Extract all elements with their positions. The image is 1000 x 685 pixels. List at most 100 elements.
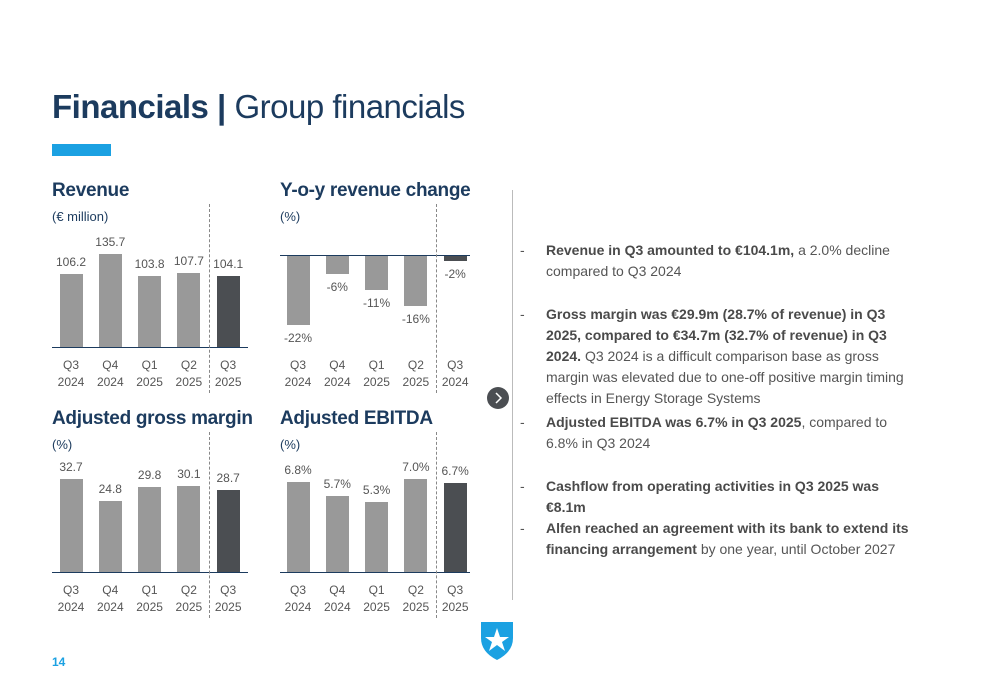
chart-subtitle: (%): [52, 437, 73, 452]
bullet-dash: -: [520, 478, 525, 494]
value-label: 32.7: [59, 460, 83, 474]
bar: [59, 479, 83, 572]
bullet-text: a 2.0% decline compared to Q3 2024: [546, 242, 890, 279]
x-tick-label: Q1 2025: [363, 583, 390, 614]
bar: [365, 255, 389, 290]
bar: [286, 255, 310, 325]
logo: [481, 622, 513, 660]
bar: [404, 479, 428, 572]
bullet: - Gross margin was €29.9m (28.7% of reven…: [520, 304, 920, 409]
chart-subtitle: (%): [280, 209, 301, 224]
bullet-bold: Cashflow from operating activities in Q3…: [546, 478, 879, 515]
bullet-text: , compared to 6.8% in Q3 2024: [546, 414, 888, 451]
x-tick-label: Q3 2025: [441, 583, 469, 614]
x-tick-label: Q3 2024: [57, 358, 85, 389]
x-tick-label: Q4 2024: [323, 358, 351, 389]
bar: [443, 255, 467, 262]
baseline: [280, 255, 470, 256]
value-label: 5.7%: [323, 477, 351, 492]
value-label: 30.1: [177, 467, 201, 482]
bullet-dash: -: [520, 306, 525, 322]
value-label: -16%: [401, 311, 430, 326]
value-label: 24.8: [98, 482, 122, 497]
bullet-bold: Revenue in Q3 amounted to €104.1m,: [546, 242, 795, 258]
bullet: - Cashflow from operating activities in Q…: [520, 476, 920, 518]
bullet-text: Q3 2024 is a difficult comparison base a…: [546, 348, 904, 406]
value-label: 7.0%: [402, 460, 430, 474]
baseline: [52, 347, 248, 348]
bar: [59, 274, 83, 347]
x-tick-label: Q1 2025: [363, 358, 390, 389]
chart-title: Revenue: [52, 180, 130, 201]
bar: [98, 254, 122, 347]
period-separator: [208, 432, 210, 618]
bar: [138, 275, 162, 347]
bar: [404, 255, 428, 306]
value-label: 104.1: [213, 256, 244, 271]
chart-subtitle: (€ million): [52, 209, 109, 224]
x-tick-label: Q2 2025: [402, 583, 430, 614]
bar: [177, 486, 201, 572]
bullet-bold: Gross margin was €29.9m (28.7% of revenu…: [546, 306, 887, 364]
bullet-dash: -: [520, 242, 525, 258]
bullet-bold: Adjusted EBITDA was 6.7% in Q3 2025: [546, 414, 802, 430]
x-tick-label: Q3 2024: [441, 358, 469, 389]
slide-title: Financials | Group financials: [52, 88, 465, 126]
value-label: 29.8: [137, 468, 162, 483]
baseline: [280, 572, 470, 573]
baseline: [52, 572, 248, 573]
x-tick-label: Q1 2025: [136, 358, 163, 389]
chart-title: Adjusted EBITDA: [280, 408, 433, 429]
bar: [216, 490, 240, 572]
period-separator: [435, 204, 437, 393]
chart-title: Y-o-y revenue change: [280, 180, 471, 201]
value-label: 5.3%: [362, 482, 391, 497]
x-tick-label: Q4 2024: [96, 358, 124, 389]
x-tick-label: Q3 2025: [214, 583, 242, 614]
x-tick-label: Q3 2024: [57, 583, 85, 614]
x-tick-label: Q2 2025: [175, 583, 203, 614]
bar: [98, 501, 122, 572]
bullet: - Revenue in Q3 amounted to €104.1m, a 2.…: [520, 240, 920, 282]
divider: [512, 190, 513, 600]
value-label: -22%: [283, 331, 312, 345]
value-label: -2%: [444, 267, 466, 282]
x-tick-label: Q4 2024: [323, 583, 351, 614]
bullet: - Adjusted EBITDA was 6.7% in Q3 2025, co…: [520, 412, 920, 454]
period-separator: [208, 204, 210, 393]
accent-bar: [52, 144, 111, 156]
bar: [216, 275, 240, 347]
value-label: 6.7%: [441, 463, 469, 478]
value-label: 106.2: [55, 255, 87, 270]
value-label: 28.7: [216, 471, 240, 486]
value-label: -6%: [326, 280, 348, 295]
bar: [325, 255, 349, 275]
bullet-dash: -: [520, 414, 525, 430]
bar: [325, 496, 349, 572]
chart-subtitle: (%): [280, 437, 301, 452]
x-tick-label: Q3 2024: [284, 358, 312, 389]
x-tick-label: Q2 2025: [402, 358, 430, 389]
value-label: 135.7: [95, 235, 126, 249]
chart-title: Adjusted gross margin: [52, 408, 253, 429]
bar: [177, 273, 201, 347]
value-label: 107.7: [173, 254, 204, 269]
bullet: - Alfen reached an agreement with its ban…: [520, 518, 920, 560]
value-label: 6.8%: [284, 462, 312, 477]
x-tick-label: Q2 2025: [175, 358, 203, 389]
x-tick-label: Q3 2024: [284, 583, 312, 614]
period-separator: [435, 432, 437, 618]
bullet-text: by one year, until October 2027: [700, 541, 896, 557]
bullet-dash: -: [520, 520, 525, 536]
value-label: 103.8: [134, 256, 165, 271]
arrow-button: [487, 387, 509, 409]
title-light: Group financials: [234, 88, 465, 125]
bar: [365, 501, 389, 572]
bar: [138, 487, 162, 572]
x-tick-label: Q1 2025: [136, 583, 163, 614]
bar: [286, 481, 310, 572]
page-number: 14: [52, 655, 66, 669]
title-bold: Financials |: [52, 88, 226, 125]
value-label: -11%: [363, 296, 391, 310]
